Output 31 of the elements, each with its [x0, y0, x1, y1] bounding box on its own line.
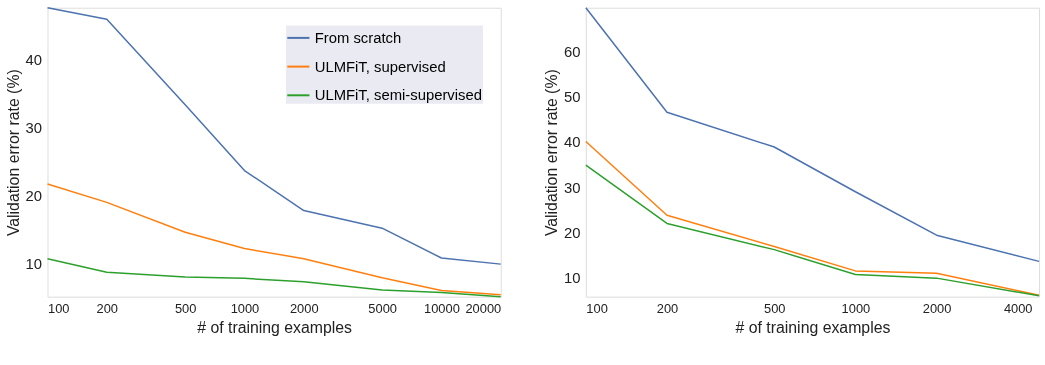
y-axis-title: Validation error rate (%)	[542, 69, 560, 237]
x-tick-label: 10000	[424, 301, 460, 317]
x-axis-title: # of training examples	[735, 318, 891, 336]
x-tick-label: 4000	[1003, 301, 1033, 317]
x-tick-label: 2000	[922, 301, 952, 317]
legend-label: ULMFiT, supervised	[314, 58, 446, 75]
legend-label: From scratch	[314, 29, 402, 46]
x-tick-label: 200	[96, 301, 119, 317]
y-axis-title: Validation error rate (%)	[4, 69, 22, 237]
y-tick-label: 10	[563, 270, 581, 287]
x-axis-title: # of training examples	[197, 318, 353, 336]
x-tick-label: 1000	[841, 301, 871, 317]
x-tick-label: 20000	[465, 301, 502, 317]
x-tick-label: 500	[174, 301, 197, 317]
x-tick-label: 500	[764, 301, 786, 317]
x-tick-label: 100	[47, 301, 70, 317]
x-tick-label: 2000	[289, 301, 319, 317]
y-tick-label: 60	[563, 44, 581, 61]
y-tick-label: 20	[25, 188, 43, 205]
x-tick-label: 5000	[368, 301, 397, 317]
x-tick-label: 100	[586, 301, 608, 317]
x-tick-label: 200	[656, 301, 679, 317]
y-tick-label: 40	[25, 52, 43, 69]
legend-label: ULMFiT, semi-supervised	[314, 87, 482, 104]
x-tick-label: 1000	[230, 301, 260, 317]
y-tick-label: 30	[563, 179, 581, 196]
y-tick-label: 40	[563, 134, 581, 151]
y-tick-label: 20	[563, 224, 581, 241]
y-tick-label: 50	[563, 89, 581, 106]
y-tick-label: 30	[25, 120, 43, 137]
y-tick-label: 10	[25, 255, 43, 272]
